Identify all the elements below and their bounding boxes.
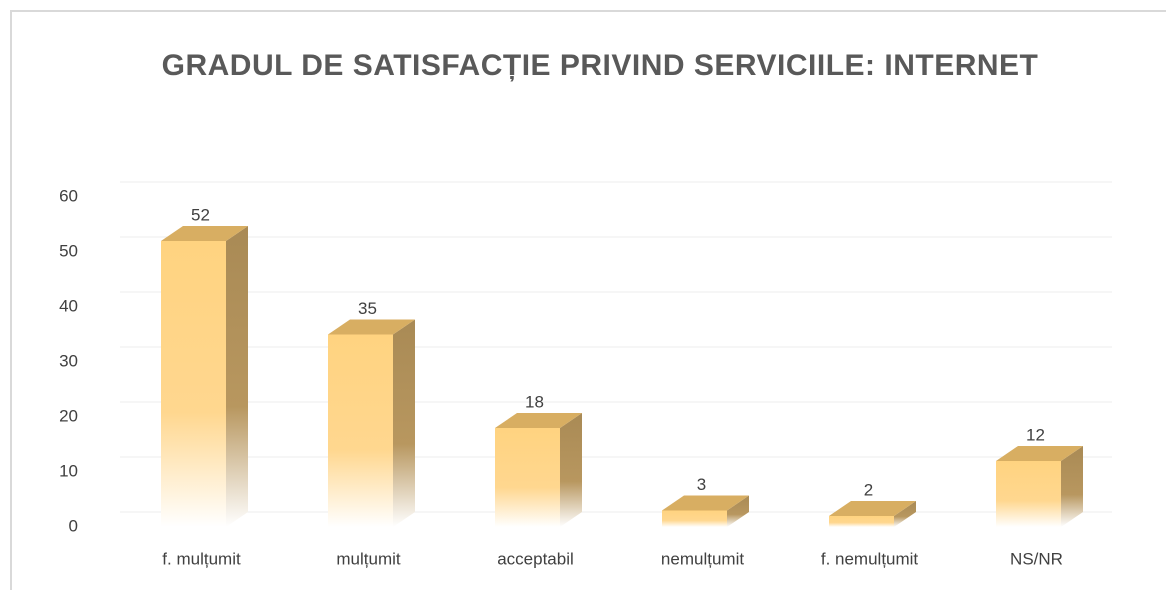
data-label: 3 — [697, 475, 706, 494]
bar-side — [727, 495, 749, 527]
bar-side — [393, 319, 415, 527]
chart-frame — [10, 10, 1166, 590]
bar-top — [328, 319, 415, 335]
bar-front — [161, 241, 226, 527]
bar-front — [495, 428, 560, 527]
y-tick-label: 20 — [59, 406, 78, 425]
bar-front — [996, 461, 1061, 527]
bar-top — [662, 495, 749, 511]
bar-front — [829, 516, 894, 527]
data-label: 35 — [358, 299, 377, 318]
x-tick-label: f. nemulțumit — [821, 549, 919, 568]
y-tick-label: 50 — [59, 241, 78, 260]
chart-title: GRADUL DE SATISFACȚIE PRIVIND SERVICIILE… — [161, 49, 1039, 82]
bar — [662, 495, 749, 527]
data-label: 12 — [1026, 425, 1045, 444]
bar-side — [560, 413, 582, 527]
bar — [161, 226, 248, 527]
bar-front — [328, 334, 393, 527]
bar-top — [829, 501, 916, 516]
bar — [328, 319, 415, 527]
bar-top — [996, 446, 1083, 461]
x-tick-label: mulțumit — [336, 549, 401, 568]
x-tick-label: nemulțumit — [661, 549, 744, 568]
bar — [996, 446, 1083, 527]
x-tick-label: f. mulțumit — [162, 549, 241, 568]
bar-top — [161, 226, 248, 241]
y-tick-label: 0 — [69, 516, 78, 535]
data-label: 2 — [864, 480, 873, 499]
bar-front — [662, 510, 727, 527]
x-tick-label: acceptabil — [497, 549, 574, 568]
bar — [829, 501, 916, 527]
y-tick-label: 60 — [59, 186, 78, 205]
data-label: 18 — [525, 392, 544, 411]
y-tick-label: 10 — [59, 461, 78, 480]
bar-side — [1061, 446, 1083, 527]
bar — [495, 413, 582, 527]
bar-side — [894, 501, 916, 527]
x-tick-label: NS/NR — [1010, 549, 1063, 568]
bar-side — [226, 226, 248, 527]
data-label: 52 — [191, 205, 210, 224]
y-tick-label: 30 — [59, 351, 78, 370]
y-tick-label: 40 — [59, 296, 78, 315]
bar-top — [495, 413, 582, 428]
